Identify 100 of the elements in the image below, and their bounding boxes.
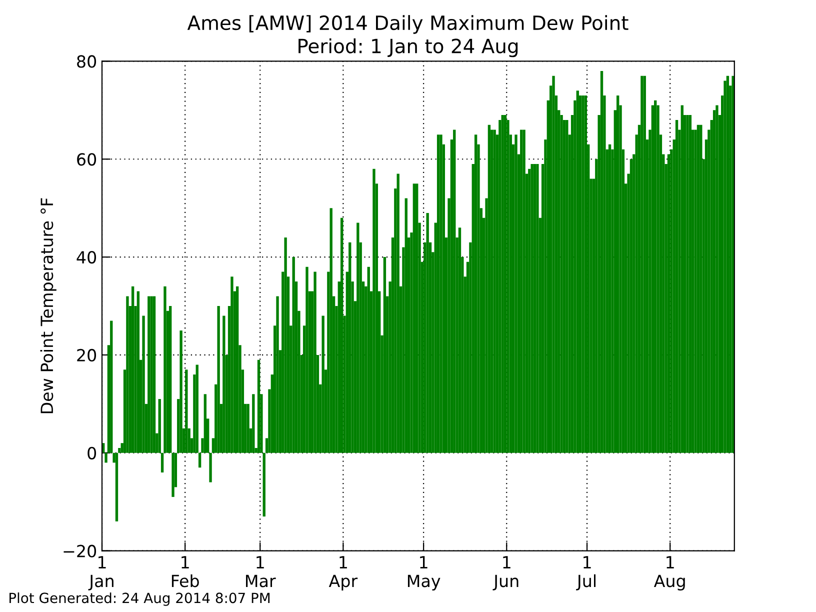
bar (236, 286, 239, 453)
bar (426, 212, 429, 453)
bar (584, 95, 588, 453)
bar (453, 130, 456, 453)
bar (142, 316, 145, 453)
bar (148, 296, 150, 453)
bar (356, 222, 360, 453)
bar (172, 452, 174, 497)
bar (126, 296, 129, 453)
bar (168, 306, 172, 453)
bar (404, 198, 408, 453)
bar (104, 452, 108, 463)
bar (640, 76, 644, 453)
bar (257, 360, 260, 453)
y-axis-title: Dew Point Temperature °F (40, 198, 56, 414)
bar (440, 134, 442, 453)
y-tick-label: 80 (77, 55, 96, 68)
x-tick-label: 1 Jan (88, 556, 114, 590)
bar (643, 76, 646, 453)
x-tick-label: 1 Aug (654, 556, 685, 590)
bar (536, 164, 539, 453)
bar (726, 76, 730, 453)
bar (412, 184, 416, 453)
bar (230, 276, 234, 453)
bar (152, 296, 156, 453)
bar (608, 144, 612, 453)
bar (196, 364, 198, 453)
y-tick-label: −20 (64, 544, 96, 558)
bar (180, 330, 182, 453)
bar (576, 90, 579, 453)
bar (158, 399, 161, 453)
bar (396, 174, 400, 453)
bar (292, 257, 295, 453)
y-tick-label: 40 (76, 251, 96, 264)
bar (246, 404, 250, 453)
x-tick-label: 1 Jun (492, 556, 518, 590)
bar (367, 266, 370, 453)
y-tick-label: 20 (77, 348, 96, 362)
bar (150, 296, 153, 453)
x-tick-label: 1 Mar (246, 556, 276, 588)
bar (314, 272, 316, 453)
bar (732, 76, 734, 453)
bar (458, 228, 462, 453)
bar (600, 70, 604, 453)
bar (185, 370, 188, 453)
bar (436, 134, 440, 453)
bar (533, 164, 536, 453)
bar (654, 100, 657, 453)
bar (136, 291, 140, 453)
bar (501, 115, 504, 453)
bar (322, 316, 324, 453)
bar (582, 95, 584, 453)
bar (204, 394, 207, 453)
bar (675, 120, 678, 453)
bar (348, 242, 352, 453)
bar (616, 95, 620, 453)
bar (372, 168, 376, 453)
x-tick-label: 1 May (408, 556, 440, 590)
bar (340, 218, 344, 453)
bar (686, 115, 689, 453)
y-tick-label: 0 (88, 446, 96, 460)
chart-subtitle: Period: 1 Jan to 24 Aug (298, 38, 518, 58)
bar (680, 105, 684, 453)
bar (488, 124, 491, 453)
bar (716, 105, 718, 453)
chart-title: Ames [AMW] 2014 Daily Maximum Dew Point (187, 15, 628, 34)
bar (530, 164, 534, 453)
bar (416, 184, 418, 453)
bar (566, 120, 568, 453)
bar (493, 130, 496, 453)
bar (262, 452, 266, 517)
bar (110, 320, 113, 453)
bar (474, 134, 478, 453)
y-tick-label: 60 (77, 153, 96, 166)
bar (520, 130, 523, 453)
bar (198, 452, 202, 468)
bar (276, 296, 279, 453)
bar (131, 286, 134, 453)
bar (160, 452, 164, 472)
bar (306, 266, 308, 453)
x-tick-label: 1 Feb (172, 556, 199, 588)
bar (222, 316, 226, 453)
bar (330, 208, 332, 453)
x-tick-label: 1 Apr (328, 556, 358, 590)
bar (522, 130, 526, 453)
bar (383, 257, 386, 453)
bar (115, 452, 118, 522)
bar (164, 286, 166, 453)
bar (552, 76, 555, 453)
bar (217, 306, 220, 453)
x-tick-label: 1 Jul (576, 556, 596, 590)
bar (252, 394, 255, 453)
bar (514, 134, 518, 453)
text: Plot Generated: 24 Aug 2014 8:07 PM (10, 592, 270, 606)
bar (209, 452, 212, 482)
bar (700, 124, 702, 453)
bar (284, 237, 287, 453)
bar (504, 115, 507, 453)
bar (688, 115, 692, 453)
bar (696, 124, 700, 453)
